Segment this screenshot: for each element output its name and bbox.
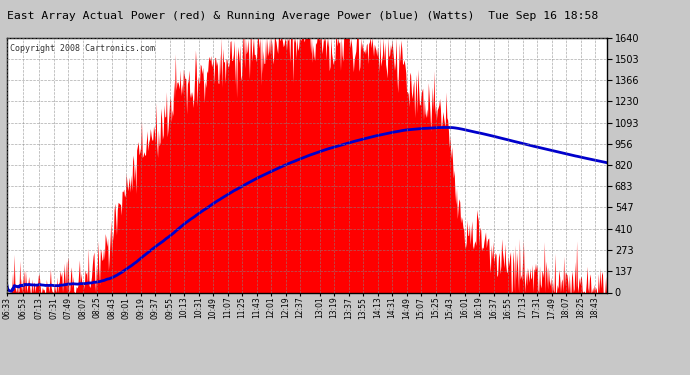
- Text: East Array Actual Power (red) & Running Average Power (blue) (Watts)  Tue Sep 16: East Array Actual Power (red) & Running …: [7, 11, 598, 21]
- Text: Copyright 2008 Cartronics.com: Copyright 2008 Cartronics.com: [10, 44, 155, 53]
